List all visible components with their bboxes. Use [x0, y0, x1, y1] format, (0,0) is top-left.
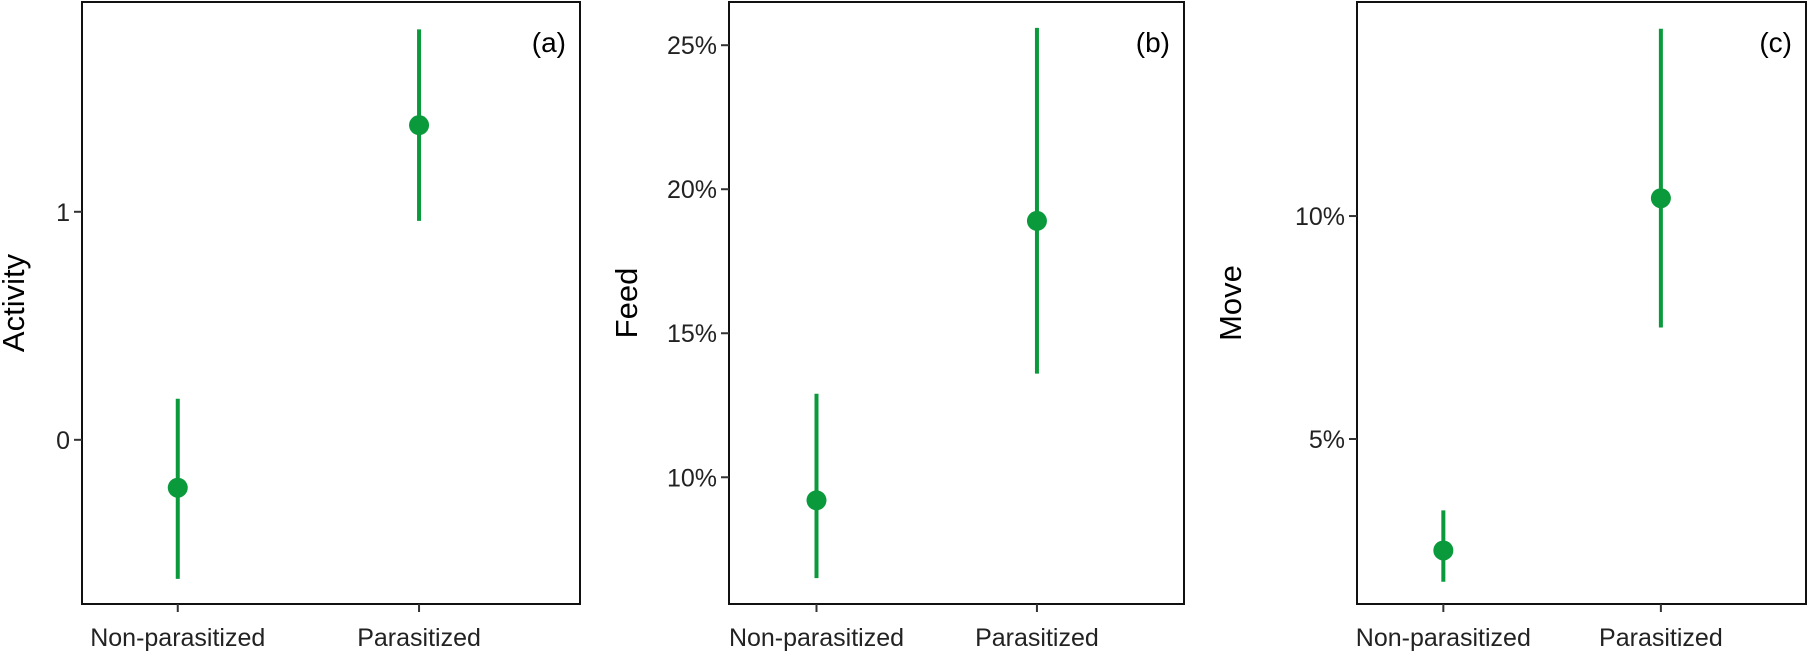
y-tick-label: 15%: [667, 320, 717, 348]
x-tick-label: Parasitized: [357, 624, 481, 652]
data-point: [1650, 188, 1671, 209]
panel-frame: [81, 1, 581, 605]
panel-frame: [728, 1, 1185, 605]
data-point: [1026, 210, 1047, 231]
y-axis-title: Activity: [0, 253, 31, 352]
data-point: [806, 490, 827, 511]
y-axis-title: Feed: [609, 268, 644, 339]
panel-label: (b): [1136, 27, 1170, 58]
y-tick-label: 10%: [667, 464, 717, 492]
panel-frame: [1356, 1, 1807, 605]
y-tick-label: 25%: [667, 32, 717, 60]
panel-2: 10% 15% 20% 25% Non-parasitized Parasitized Fe…: [609, 1, 1185, 652]
panel-1: 0 1 Non-parasitized Parasitized Activity (a): [0, 1, 581, 652]
x-tick-label: Parasitized: [975, 624, 1099, 652]
y-tick-label: 0: [56, 427, 70, 455]
panel-label: (c): [1759, 27, 1792, 58]
data-point: [1433, 540, 1454, 561]
data-point: [167, 477, 188, 498]
data-point: [409, 115, 430, 136]
y-tick-label: 1: [56, 199, 70, 227]
panel-label: (a): [532, 27, 566, 58]
y-axis-title: Move: [1213, 265, 1248, 341]
y-tick-label: 20%: [667, 176, 717, 204]
y-tick-label: 5%: [1309, 426, 1345, 454]
x-tick-label: Non-parasitized: [729, 624, 904, 652]
x-tick-label: Non-parasitized: [1356, 624, 1531, 652]
x-tick-label: Parasitized: [1599, 624, 1723, 652]
panel-3: 5% 10% Non-parasitized Parasitized Move (c): [1213, 1, 1807, 652]
x-tick-label: Non-parasitized: [90, 624, 265, 652]
y-tick-label: 10%: [1295, 203, 1345, 231]
